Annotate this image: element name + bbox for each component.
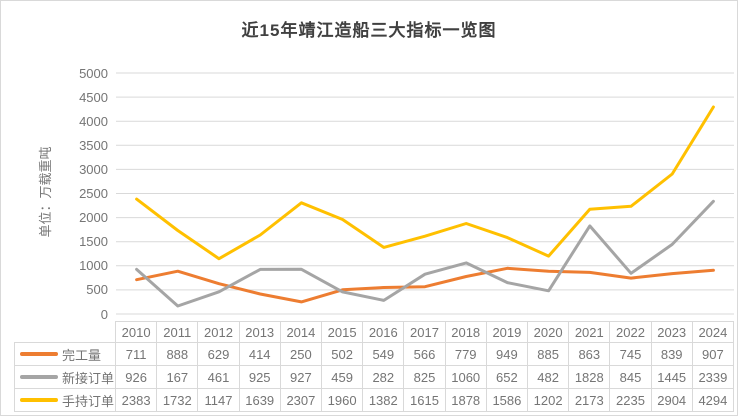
legend-line-swatch [20,352,58,356]
legend-series-name: 手持订单 [62,393,115,409]
table-value-cell: 825 [404,366,446,389]
legend-line-swatch [20,398,58,402]
table-value-cell: 1382 [363,389,405,412]
y-tick-label: 500 [86,282,108,298]
table-value-cell: 1878 [445,389,487,412]
x-axis-year-label: 2016 [363,321,405,343]
y-tick-label: 4000 [79,113,108,129]
table-value-cell: 1202 [528,389,570,412]
y-axis-title: 单位：万载重吨 [38,146,53,238]
legend-item: 完工量 [14,343,116,366]
table-value-cell: 2173 [569,389,611,412]
chart-title: 近15年靖江造船三大指标一览图 [241,21,497,40]
plot-area [116,72,734,315]
x-axis-year-label: 2019 [486,321,528,343]
table-value-cell: 779 [445,343,487,366]
table-value-cell: 839 [651,343,693,366]
table-value-cell: 1615 [404,389,446,412]
x-axis-year-label: 2018 [445,321,487,343]
table-value-cell: 845 [610,366,652,389]
table-value-cell: 629 [198,343,240,366]
table-value-cell: 461 [198,366,240,389]
y-tick-label: 0 [100,306,108,322]
table-value-cell: 4294 [692,389,734,412]
table-value-cell: 282 [363,366,405,389]
x-axis-year-label: 2011 [157,321,199,343]
table-value-cell: 711 [116,343,158,366]
legend-series-name: 完工量 [62,347,102,363]
data-table: 2010 2011 2012 2013 2014 2015 2016 2017 2018 2019… [14,321,734,412]
table-value-cell: 2339 [692,366,734,389]
table-value-cell: 1828 [569,366,611,389]
y-tick-label: 3500 [79,137,108,153]
x-axis-year-label: 2014 [280,321,322,343]
y-tick-label: 1500 [79,234,108,250]
table-value-cell: 549 [363,343,405,366]
table-value-cell: 250 [280,343,322,366]
x-axis-year-label: 2012 [198,321,240,343]
table-value-cell: 907 [692,343,734,366]
table-value-cell: 1960 [322,389,364,412]
table-value-cell: 652 [486,366,528,389]
x-axis-year-label: 2021 [569,321,611,343]
legend-series-name: 新接订单 [62,370,115,386]
table-value-cell: 863 [569,343,611,366]
table-value-cell: 1732 [157,389,199,412]
table-value-cell: 745 [610,343,652,366]
table-value-cell: 167 [157,366,199,389]
table-value-cell: 1147 [198,389,240,412]
table-value-cell: 927 [280,366,322,389]
table-value-cell: 566 [404,343,446,366]
y-tick-label: 2000 [79,210,108,226]
table-value-cell: 2904 [651,389,693,412]
x-axis-year-label: 2013 [239,321,281,343]
y-tick-label: 1000 [79,258,108,274]
table-value-cell: 1060 [445,366,487,389]
x-axis-year-label: 2020 [528,321,570,343]
table-value-cell: 2307 [280,389,322,412]
table-value-cell: 482 [528,366,570,389]
series-line-新接订单 [135,199,715,308]
x-axis-year-label: 2022 [610,321,652,343]
table-value-cell: 1639 [239,389,281,412]
y-tick-label: 5000 [79,65,108,81]
x-axis-year-label: 2015 [322,321,364,343]
table-value-cell: 925 [239,366,281,389]
x-axis-year-label: 2017 [404,321,446,343]
x-axis-year-label: 2024 [692,321,734,343]
series-line-完工量 [135,266,715,304]
table-value-cell: 1445 [651,366,693,389]
series-line-手持订单 [135,105,715,261]
y-tick-label: 4500 [79,89,108,105]
table-value-cell: 2383 [116,389,158,412]
table-corner-cell [14,321,116,343]
table-value-cell: 888 [157,343,199,366]
table-value-cell: 414 [239,343,281,366]
table-value-cell: 885 [528,343,570,366]
y-tick-label: 2500 [79,186,108,201]
table-value-cell: 459 [322,366,364,389]
table-value-cell: 2235 [610,389,652,412]
table-value-cell: 926 [116,366,158,389]
x-axis-year-label: 2010 [116,321,158,343]
table-value-cell: 1586 [486,389,528,412]
table-value-cell: 949 [486,343,528,366]
x-axis-year-label: 2023 [651,321,693,343]
table-value-cell: 502 [322,343,364,366]
legend-item: 新接订单 [14,366,116,389]
y-tick-label: 3000 [79,161,108,177]
legend-line-swatch [20,375,58,379]
legend-item: 手持订单 [14,389,116,412]
